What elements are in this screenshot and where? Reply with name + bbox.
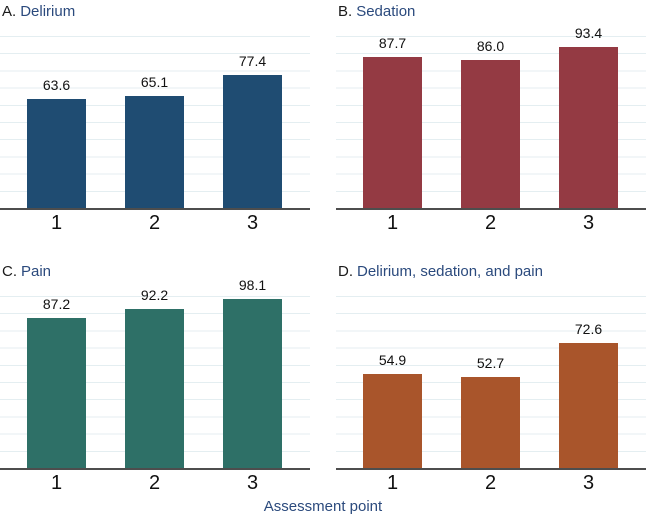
panel-title: B. Sedation bbox=[338, 2, 646, 22]
bar bbox=[223, 299, 282, 468]
bar bbox=[559, 343, 618, 468]
x-tick-label: 1 bbox=[50, 212, 63, 234]
x-tick-label: 3 bbox=[246, 472, 259, 494]
x-tick-label: 3 bbox=[582, 472, 595, 494]
panel-title-text: Sedation bbox=[356, 3, 416, 20]
x-tick-label: 2 bbox=[484, 472, 497, 494]
x-tick-label: 3 bbox=[582, 212, 595, 234]
bar-value-label: 63.6 bbox=[42, 76, 71, 93]
panel-combined: D. Delirium, sedation, and pain 54.9 52.7 7… bbox=[323, 262, 646, 496]
bar bbox=[559, 47, 618, 208]
bar-value-label: 93.4 bbox=[574, 25, 603, 42]
panel-letter: C. bbox=[2, 263, 17, 280]
plot-area: 87.2 92.2 98.1 bbox=[0, 277, 310, 470]
panel-letter: B. bbox=[338, 3, 353, 20]
x-tick-label: 3 bbox=[246, 212, 259, 234]
panel-letter: D. bbox=[338, 263, 353, 280]
panel-letter: A. bbox=[2, 3, 17, 20]
bar-value-label: 98.1 bbox=[238, 277, 267, 294]
bar bbox=[363, 373, 422, 468]
x-axis-ticks: 1 2 3 bbox=[0, 470, 310, 496]
panel-title: C. Pain bbox=[2, 262, 310, 282]
bar bbox=[223, 74, 282, 208]
bar-value-label: 65.1 bbox=[140, 74, 169, 90]
bar-value-label: 92.2 bbox=[140, 287, 169, 304]
bar bbox=[363, 57, 422, 208]
bar bbox=[27, 98, 86, 208]
panel-sedation: B. Sedation 87.7 86.0 93.4 1 2 3 bbox=[323, 2, 646, 236]
x-axis-ticks: 1 2 3 bbox=[336, 210, 646, 236]
x-tick-label: 1 bbox=[386, 212, 399, 234]
bar bbox=[461, 60, 520, 208]
x-axis-ticks: 1 2 3 bbox=[0, 210, 310, 236]
bar-value-label: 52.7 bbox=[476, 355, 505, 372]
x-tick-label: 2 bbox=[148, 212, 161, 234]
bar-value-label: 87.7 bbox=[378, 35, 407, 52]
plot-area: 87.7 86.0 93.4 bbox=[336, 25, 646, 210]
bar bbox=[125, 309, 184, 468]
bar-value-label: 86.0 bbox=[476, 38, 505, 55]
x-axis-title: Assessment point bbox=[263, 498, 383, 515]
panel-delirium: A. Delirium 63.6 65.1 77.4 1 2 3 bbox=[0, 2, 323, 236]
x-tick-label: 2 bbox=[148, 472, 161, 494]
panel-title: A. Delirium bbox=[2, 2, 310, 22]
bar-value-label: 87.2 bbox=[42, 296, 71, 312]
panel-title-text: Delirium bbox=[20, 3, 76, 20]
panel-title-text: Delirium, sedation, and pain bbox=[357, 263, 543, 280]
plot-area: 63.6 65.1 77.4 bbox=[0, 28, 310, 210]
figure-row-bottom: C. Pain 87.2 92.2 98.1 1 2 3 D. Delirium, seda… bbox=[0, 262, 646, 496]
plot-area: 54.9 52.7 72.6 bbox=[336, 288, 646, 470]
bar-value-label: 72.6 bbox=[574, 321, 603, 338]
x-tick-label: 2 bbox=[484, 212, 497, 234]
bar-value-label: 54.9 bbox=[378, 351, 407, 368]
figure-row-top: A. Delirium 63.6 65.1 77.4 1 2 3 B. Sedation 8… bbox=[0, 2, 646, 236]
bar bbox=[27, 318, 86, 468]
panel-pain: C. Pain 87.2 92.2 98.1 1 2 3 bbox=[0, 262, 323, 496]
panel-title: D. Delirium, sedation, and pain bbox=[338, 262, 646, 282]
bar-value-label: 77.4 bbox=[238, 52, 267, 69]
x-tick-label: 1 bbox=[386, 472, 399, 494]
bar bbox=[461, 377, 520, 468]
x-axis-ticks: 1 2 3 bbox=[336, 470, 646, 496]
x-tick-label: 1 bbox=[50, 472, 63, 494]
bar bbox=[125, 96, 184, 208]
panel-title-text: Pain bbox=[21, 263, 52, 280]
